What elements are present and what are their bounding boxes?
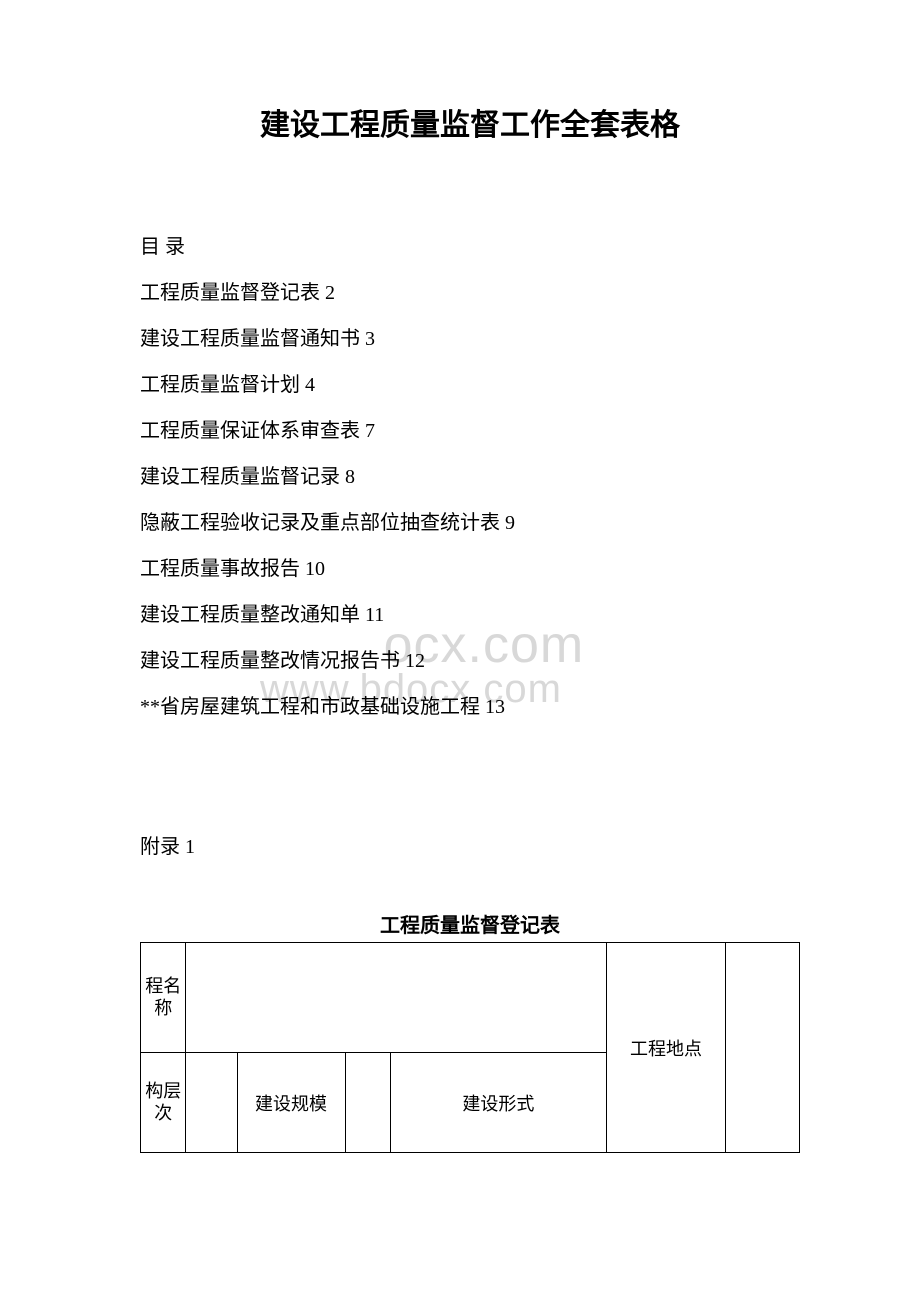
toc-item: 建设工程质量整改通知单 11	[140, 592, 800, 638]
table-title: 工程质量监督登记表	[140, 909, 800, 938]
table-cell-project-location: 工程地点	[606, 943, 725, 1153]
table-cell	[345, 1053, 390, 1153]
toc-item: 工程质量监督计划 4	[140, 362, 800, 408]
toc-item: 工程质量保证体系审查表 7	[140, 408, 800, 454]
table-cell	[186, 1053, 237, 1153]
table-of-contents: 目 录 工程质量监督登记表 2 建设工程质量监督通知书 3 工程质量监督计划 4…	[140, 224, 800, 730]
table-cell	[726, 943, 800, 1153]
appendix-label: 附录 1	[140, 830, 800, 859]
table-cell-structure-level: 构层次	[141, 1053, 186, 1153]
toc-item: 建设工程质量监督记录 8	[140, 454, 800, 500]
table-cell-construction-form: 建设形式	[390, 1053, 606, 1153]
table-cell-construction-scale: 建设规模	[237, 1053, 345, 1153]
toc-item: **省房屋建筑工程和市政基础设施工程 13	[140, 684, 800, 730]
table-cell	[186, 943, 606, 1053]
document-title: 建设工程质量监督工作全套表格	[140, 100, 800, 144]
registration-table: 程名称 工程地点 构层次 建设规模 建设形式	[140, 942, 800, 1153]
toc-item: 工程质量事故报告 10	[140, 546, 800, 592]
toc-item: 建设工程质量整改情况报告书 12	[140, 638, 800, 684]
toc-item: 隐蔽工程验收记录及重点部位抽查统计表 9	[140, 500, 800, 546]
table-cell-project-name: 程名称	[141, 943, 186, 1053]
toc-item: 建设工程质量监督通知书 3	[140, 316, 800, 362]
toc-item: 工程质量监督登记表 2	[140, 270, 800, 316]
toc-heading: 目 录	[140, 224, 800, 270]
